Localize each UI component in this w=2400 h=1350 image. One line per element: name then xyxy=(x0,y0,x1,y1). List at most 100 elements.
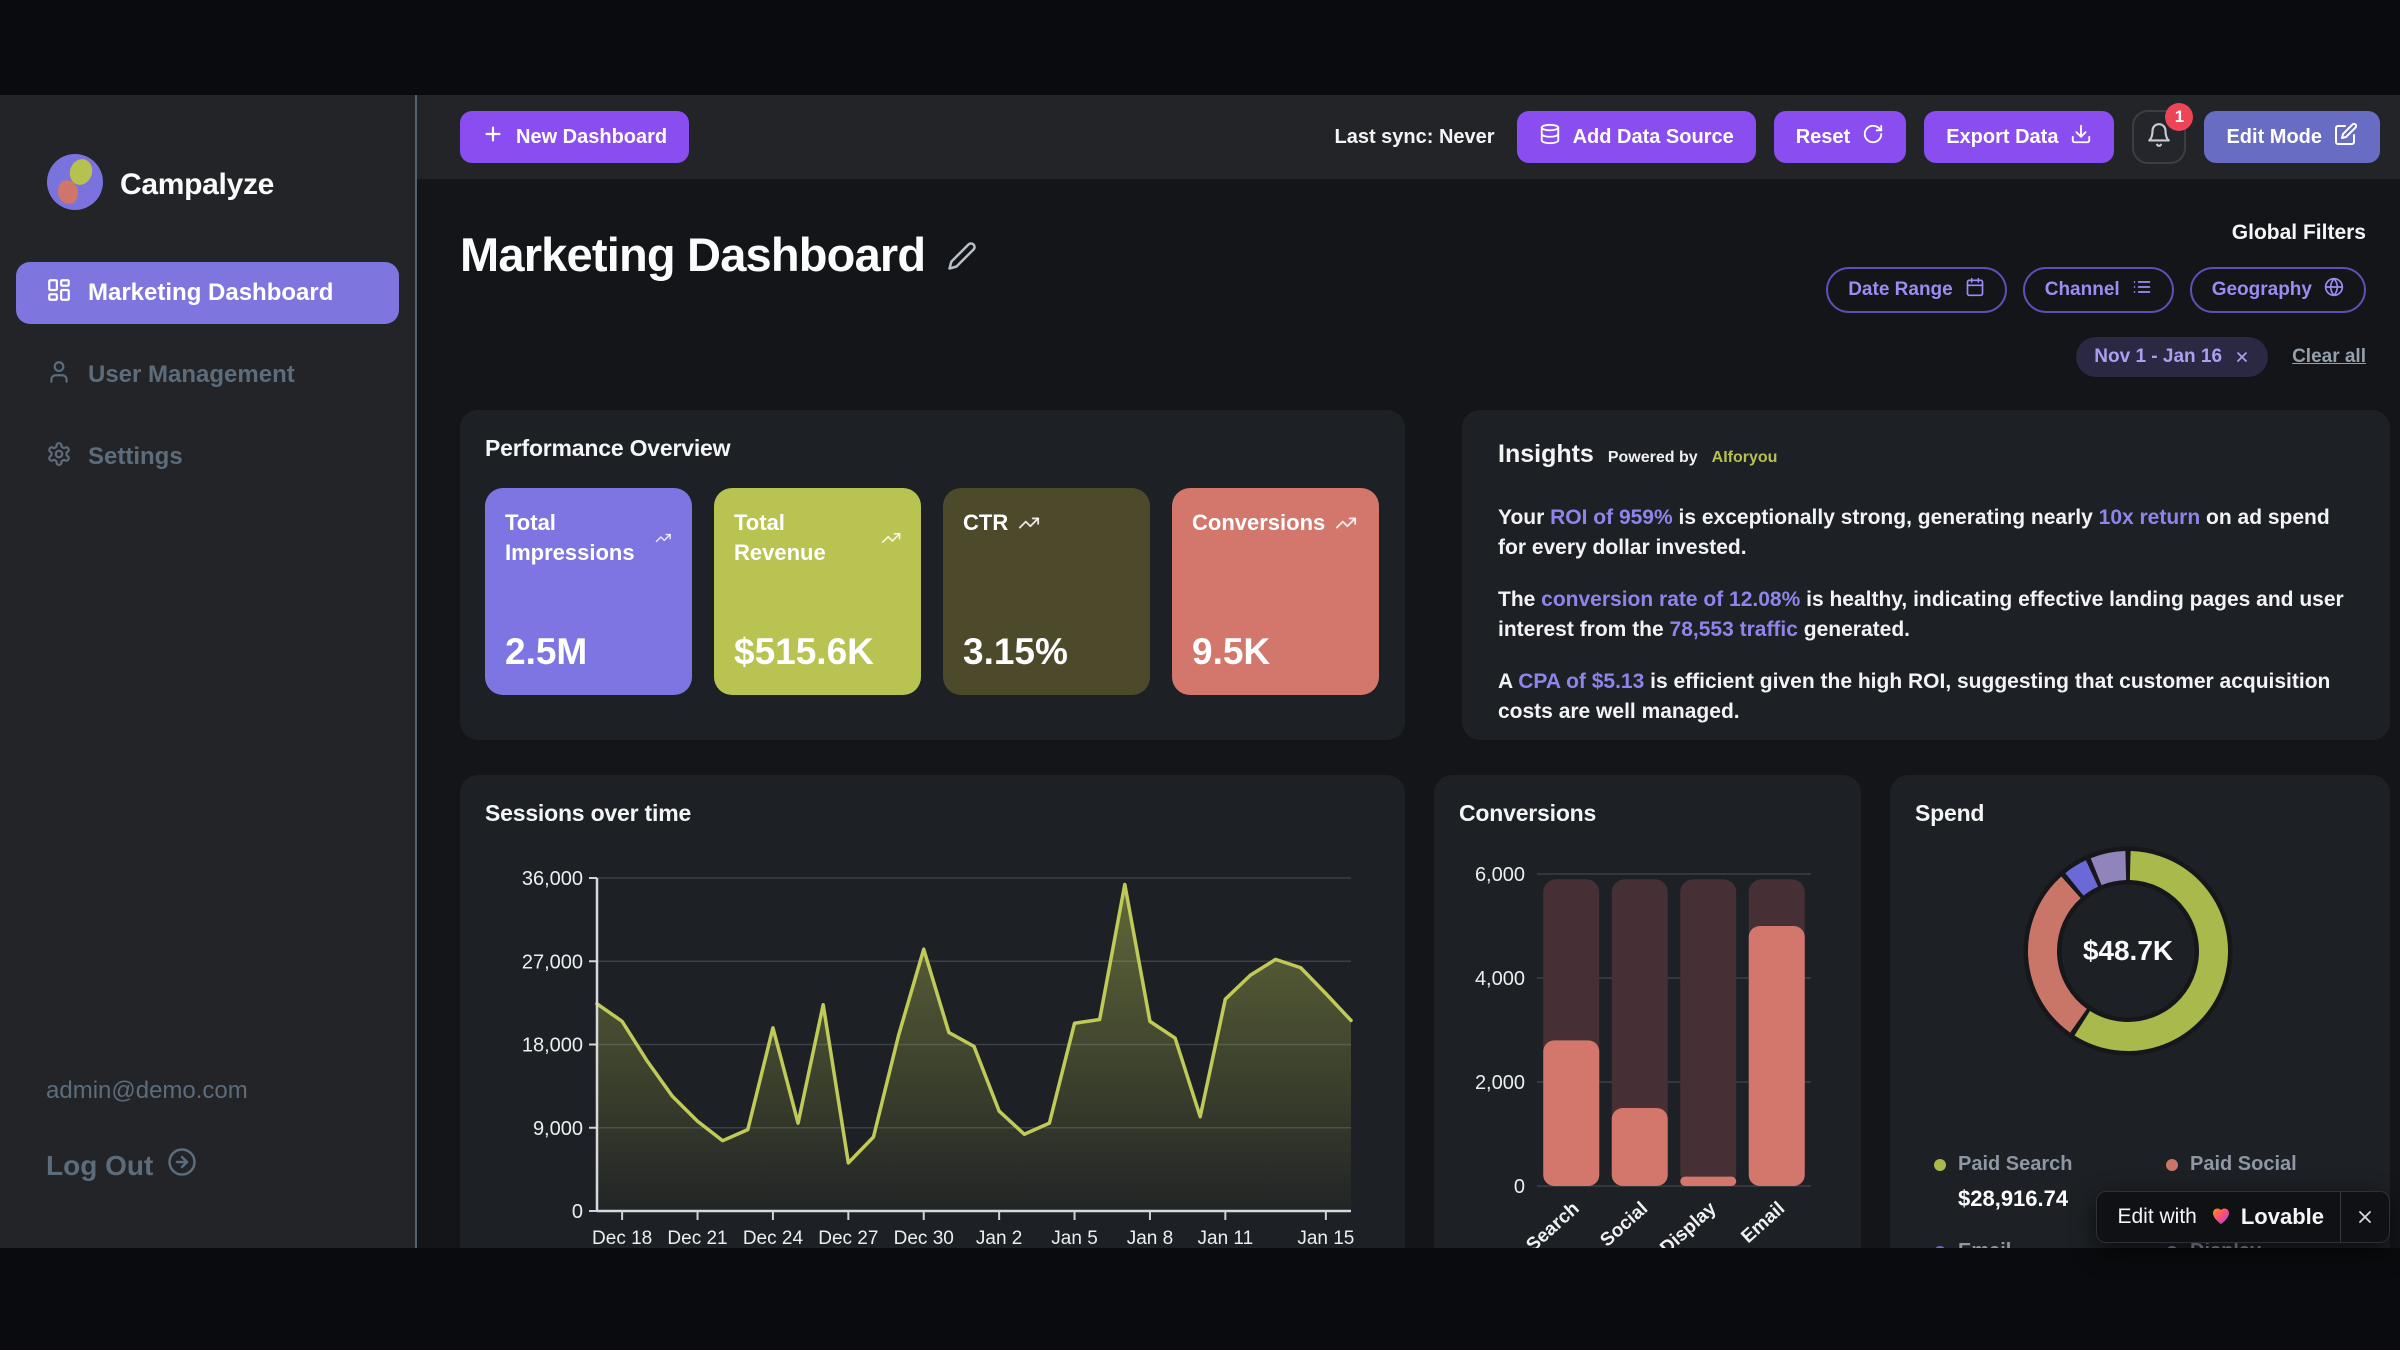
y-axis-tick-label: 27,000 xyxy=(522,951,583,973)
donut-segment[interactable] xyxy=(2090,851,2127,886)
app-window: Campalyze Marketing Dashboard User Manag… xyxy=(0,95,2400,1248)
kpi-label: CTR xyxy=(963,510,1009,535)
kpi-value: 2.5M xyxy=(505,631,588,672)
kpi-card-header: CTR xyxy=(963,508,1130,538)
kpi-card: Conversions 9.5K xyxy=(1172,488,1379,695)
legend-item: Paid Social xyxy=(2166,1153,2374,1212)
geography-filter-button[interactable]: Geography xyxy=(2189,267,2366,313)
insights-card: Insights Powered by AIforyou Your ROI of… xyxy=(1462,410,2390,740)
arrow-right-circle-icon xyxy=(167,1147,197,1184)
bar[interactable] xyxy=(1611,1108,1668,1186)
insights-provider: AIforyou xyxy=(1711,449,1778,466)
user-email: admin@demo.com xyxy=(46,1077,248,1104)
sessions-chart-title: Sessions over time xyxy=(485,800,692,826)
insight-highlight: 10x return xyxy=(2098,506,2201,529)
plus-icon xyxy=(482,123,504,151)
donut-segment[interactable] xyxy=(2074,851,2228,1051)
insights-heading: Insights xyxy=(1498,440,1594,468)
legend-item: Email xyxy=(1934,1240,2166,1248)
insight-text: is healthy, indicating effective landing… xyxy=(1498,588,2344,642)
sidebar-nav: Marketing Dashboard User Management Sett… xyxy=(16,262,399,488)
insight-text: Your xyxy=(1498,506,1551,529)
kpi-value: $515.6K xyxy=(734,631,874,672)
sidebar-item-user-management[interactable]: User Management xyxy=(16,344,399,406)
kpi-card: CTR 3.15% xyxy=(943,488,1150,695)
y-axis-tick-label: 4,000 xyxy=(1475,968,1525,990)
bar[interactable] xyxy=(1748,926,1805,1186)
kpi-card-header: Total Revenue xyxy=(734,508,901,567)
insight-paragraph: Your ROI of 959% is exceptionally strong… xyxy=(1498,503,2354,563)
insight-text: is exceptionally strong, generating near… xyxy=(1672,506,2099,529)
spend-legend: Paid Search $28,916.74 Paid Social Email Dis… xyxy=(1934,1153,2374,1248)
edit-title-pencil-icon[interactable] xyxy=(947,241,977,276)
x-axis-tick-label: Dec 30 xyxy=(894,1228,954,1246)
x-axis-category-label: Social xyxy=(1596,1198,1652,1248)
page-title: Marketing Dashboard xyxy=(460,228,926,281)
database-icon xyxy=(1539,123,1561,151)
reset-button[interactable]: Reset xyxy=(1773,111,1907,163)
legend-dot xyxy=(1934,1158,1946,1171)
sessions-chart-card: Sessions over time 0 9,000 18,000 27,000 36,… xyxy=(460,775,1405,1248)
legend-item: Paid Search $28,916.74 xyxy=(1934,1153,2166,1212)
list-icon xyxy=(2132,277,2152,303)
lovable-close-icon[interactable] xyxy=(2341,1192,2389,1242)
legend-value: $28,916.74 xyxy=(1958,1186,2069,1211)
y-axis-tick-label: 0 xyxy=(1514,1176,1525,1198)
legend-label: Paid Social xyxy=(2190,1153,2297,1175)
trending-up-icon xyxy=(656,533,672,542)
donut-segment[interactable] xyxy=(2028,876,2088,1033)
y-axis-tick-label: 36,000 xyxy=(522,868,583,890)
logout-button[interactable]: Log Out xyxy=(46,1147,415,1184)
performance-overview-heading: Performance Overview xyxy=(485,435,731,461)
trending-up-icon xyxy=(1019,517,1040,529)
insight-text: on ad spend for every dollar invested. xyxy=(1498,506,2330,560)
clear-all-filters-link[interactable]: Clear all xyxy=(2292,346,2366,367)
x-axis-tick-label: Jan 5 xyxy=(1051,1228,1097,1246)
sessions-line-chart: 0 9,000 18,000 27,000 36,000 Dec 18 Dec 21 Dec … xyxy=(522,868,1355,1246)
sidebar-item-marketing-dashboard[interactable]: Marketing Dashboard xyxy=(16,262,399,324)
sidebar-item-label: Settings xyxy=(88,443,183,470)
edit-mode-button[interactable]: Edit Mode xyxy=(2204,111,2380,163)
export-data-button[interactable]: Export Data xyxy=(1924,111,2115,163)
date-range-filter-button[interactable]: Date Range xyxy=(1826,267,2007,313)
trending-up-icon xyxy=(881,532,901,543)
conversions-bar-chart: 0 2,000 4,000 6,000 Search Social Display Email xyxy=(1475,864,1811,1248)
date-range-chip[interactable]: Nov 1 - Jan 16 xyxy=(2076,337,2269,377)
kpi-value: 9.5K xyxy=(1192,631,1271,672)
sidebar-item-settings[interactable]: Settings xyxy=(16,426,399,488)
insight-paragraph: A CPA of $5.13 is efficient given the hi… xyxy=(1498,667,2354,727)
legend-dot xyxy=(2166,1158,2178,1171)
edit-with-label: Edit with xyxy=(2117,1205,2197,1228)
y-axis-tick-label: 18,000 xyxy=(522,1035,583,1057)
x-axis-tick-label: Jan 2 xyxy=(976,1228,1022,1246)
channel-filter-button[interactable]: Channel xyxy=(2022,267,2174,313)
bar[interactable] xyxy=(1680,1176,1737,1186)
kpi-grid: Total Impressions 2.5M Total Revenue $515.6… xyxy=(485,488,1380,695)
donut-segment[interactable] xyxy=(2065,860,2099,896)
legend-dot xyxy=(2166,1245,2178,1248)
insight-highlight: conversion rate of 12.08% xyxy=(1541,588,1801,612)
notifications-button[interactable]: 1 xyxy=(2132,103,2194,164)
chip-close-icon[interactable] xyxy=(2234,349,2250,365)
calendar-icon xyxy=(1965,277,1985,303)
lovable-brand: Lovable xyxy=(2240,1204,2324,1229)
bar[interactable] xyxy=(1543,1040,1600,1186)
lovable-badge[interactable]: Edit with Lovable xyxy=(2096,1191,2390,1243)
last-sync-status: Last sync: Never xyxy=(1334,125,1495,148)
spend-donut-chart: $48.7K xyxy=(2008,831,2248,1071)
spend-chart-card: Spend $48.7K Paid Search $28,916.74 Paid S… xyxy=(1890,775,2390,1248)
conversions-chart-card: Conversions 0 2,000 4,000 6,000 Search Social… xyxy=(1434,775,1861,1248)
x-axis-tick-label: Dec 21 xyxy=(667,1228,727,1246)
divider xyxy=(2340,1192,2341,1242)
main-area: New Dashboard Last sync: Never Add Data … xyxy=(417,95,2400,1248)
global-filters: Global Filters Date Range Channel xyxy=(1826,213,2390,383)
notification-badge: 1 xyxy=(2165,103,2194,131)
insights-paragraphs: Your ROI of 959% is exceptionally strong… xyxy=(1498,503,2354,727)
x-axis-tick-label: Jan 8 xyxy=(1127,1228,1173,1246)
kpi-label: Total Impressions xyxy=(505,510,635,565)
kpi-label: Total Revenue xyxy=(734,510,826,565)
topbar: New Dashboard Last sync: Never Add Data … xyxy=(417,95,2400,179)
new-dashboard-button[interactable]: New Dashboard xyxy=(460,111,690,163)
add-data-source-button[interactable]: Add Data Source xyxy=(1516,111,1756,163)
insight-paragraph: The conversion rate of 12.08% is healthy… xyxy=(1498,585,2354,645)
